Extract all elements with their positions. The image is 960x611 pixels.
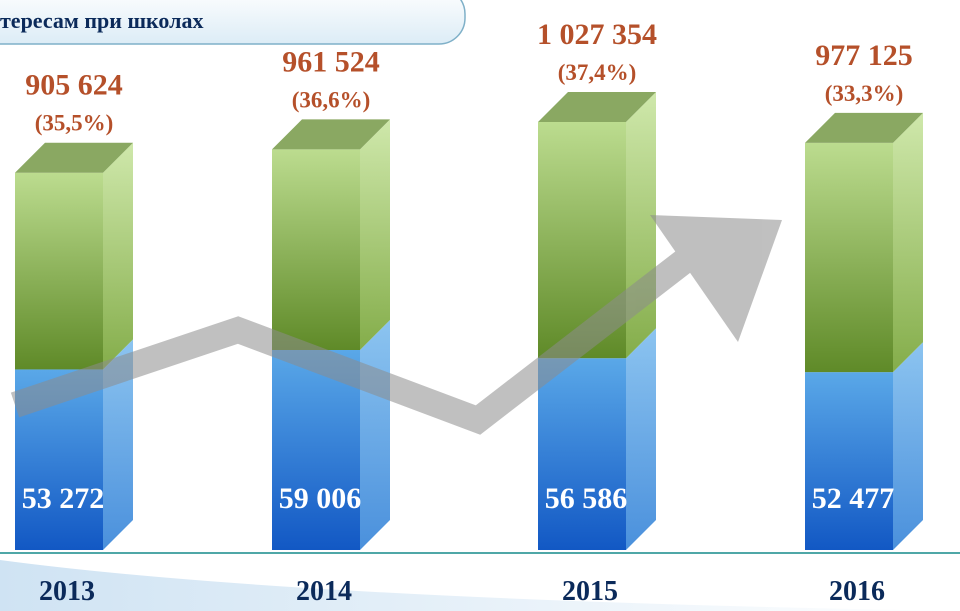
base-value-label: 53 272 — [22, 482, 105, 515]
bar-side — [103, 142, 133, 370]
base-side — [893, 342, 923, 550]
labels: 905 624 (35,5%) 53 272 2013 961 524 (36,6%) 59… — [22, 18, 913, 607]
bar-top — [805, 112, 923, 143]
base-bar — [805, 372, 893, 550]
bar — [805, 142, 893, 373]
share-label: (35,5%) — [35, 111, 114, 136]
bar-top — [272, 119, 390, 150]
base-value-label: 59 006 — [279, 482, 362, 515]
bar — [272, 149, 360, 350]
base-bar — [538, 358, 626, 550]
bar-side — [893, 112, 923, 373]
bar-top — [538, 92, 656, 122]
base-side — [626, 328, 656, 550]
x-tick-label: 2016 — [829, 576, 885, 607]
decor — [0, 560, 960, 611]
trend-arrow — [10, 215, 782, 435]
x-tick-label: 2013 — [39, 576, 95, 607]
bars — [15, 92, 923, 550]
base-value-label: 52 477 — [812, 482, 895, 515]
base-side — [360, 320, 390, 550]
value-label: 905 624 — [25, 69, 123, 102]
value-label: 1 027 354 — [537, 18, 657, 51]
value-label: 961 524 — [282, 45, 380, 78]
base-value-label: 56 586 — [545, 482, 628, 515]
x-tick-label: 2014 — [296, 576, 352, 607]
title-box — [0, 0, 466, 45]
bar-side — [360, 119, 390, 351]
base-side — [103, 339, 133, 550]
value-label: 977 125 — [815, 39, 913, 72]
chart-title: тересам при школах — [0, 8, 203, 33]
share-label: (36,6%) — [292, 87, 371, 112]
share-label: (37,4%) — [558, 60, 637, 85]
bar — [15, 172, 103, 370]
x-tick-label: 2015 — [562, 576, 618, 607]
bar-top — [15, 142, 133, 173]
share-label: (33,3%) — [825, 81, 904, 106]
